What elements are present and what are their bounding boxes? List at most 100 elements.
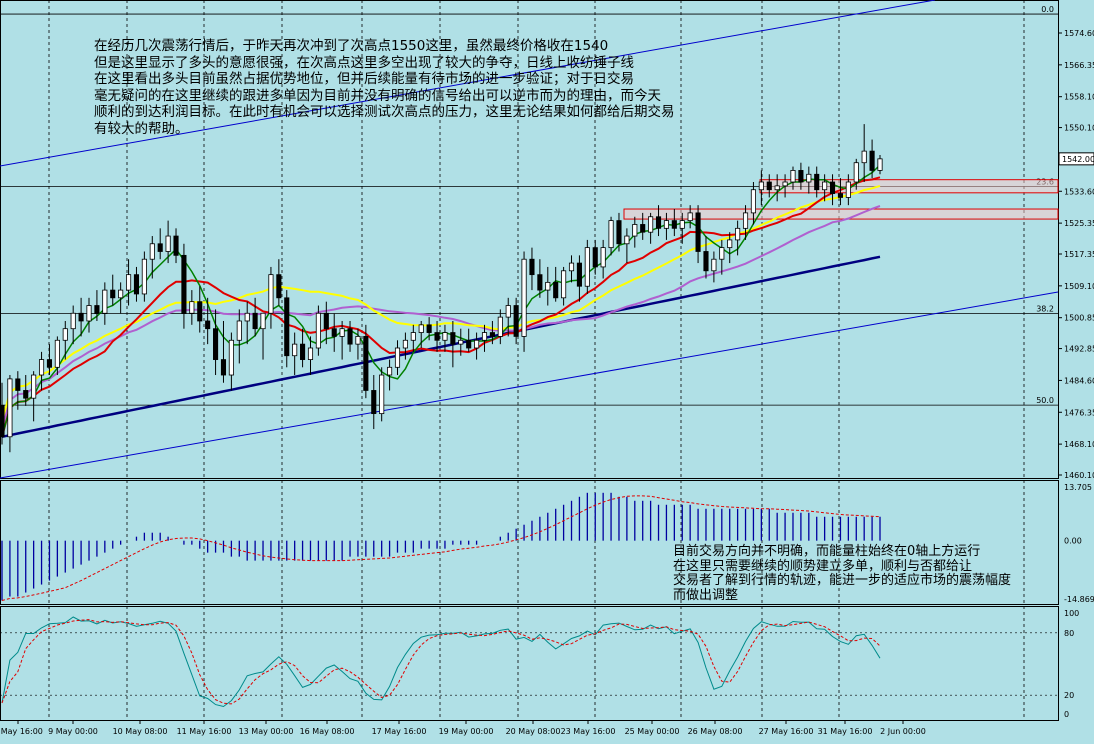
candle-body xyxy=(181,254,187,314)
fibo-level-label: 38.2 xyxy=(1036,305,1054,314)
time-axis-label: 9 May 00:00 xyxy=(48,727,98,736)
candle-body xyxy=(655,216,662,229)
time-axis-label: 26 May 08:00 xyxy=(688,727,743,736)
time-axis-label: 19 May 00:00 xyxy=(439,727,494,736)
time-axis-label: 17 May 16:00 xyxy=(372,727,427,736)
ma-red-line xyxy=(1,176,881,438)
candle-body xyxy=(126,274,132,291)
candle-body xyxy=(31,374,37,399)
candle-body xyxy=(86,305,92,322)
candle-body xyxy=(252,312,258,330)
candle-body xyxy=(474,339,480,349)
candle-body xyxy=(62,328,68,341)
candle-body xyxy=(513,305,519,337)
price-axis-label: 1533.60 xyxy=(1064,187,1094,196)
stoch-axis-top-label: 100 xyxy=(1064,609,1079,618)
candle-body xyxy=(592,247,598,268)
candle-body xyxy=(481,332,488,341)
candle-body xyxy=(355,336,361,345)
price-axis-label: 1574.60 xyxy=(1064,29,1094,38)
ma-yellow-line xyxy=(1,184,881,422)
candle-body xyxy=(387,366,393,376)
price-axis-label: 1492.85 xyxy=(1064,345,1094,354)
candle-body xyxy=(220,359,227,376)
fibo-level-label: 0.0 xyxy=(1041,5,1054,14)
candle-body xyxy=(869,150,875,171)
price-axis-label: 1517.35 xyxy=(1064,250,1094,259)
candle-body xyxy=(38,359,45,376)
macd-axis-bottom-label: -14.869 xyxy=(1064,595,1094,604)
candle-body xyxy=(766,181,772,191)
candle-body xyxy=(213,328,219,360)
price-axis-label: 1500.85 xyxy=(1064,314,1094,323)
candle-body xyxy=(23,390,29,399)
stoch-axis-bottom-label: 0 xyxy=(1064,710,1069,719)
candle-body xyxy=(632,224,638,237)
current-price-label: 1542.00 xyxy=(1062,155,1094,164)
candle-body xyxy=(505,305,511,318)
price-axis-label: 1550.10 xyxy=(1064,124,1094,133)
candle-body xyxy=(197,301,203,322)
candle-body xyxy=(853,162,859,183)
candle-body xyxy=(284,297,290,357)
candle-body xyxy=(236,320,242,341)
price-axis-label: 1476.35 xyxy=(1064,408,1094,417)
resistance-zone xyxy=(623,208,1059,220)
candle-body xyxy=(687,212,693,222)
price-axis-label: 1525.35 xyxy=(1064,219,1094,228)
candle-body xyxy=(7,378,13,438)
time-axis-label: 10 May 08:00 xyxy=(113,727,168,736)
candle-body xyxy=(742,212,749,229)
candle-body xyxy=(663,220,669,229)
stoch-main-line xyxy=(1,616,881,708)
candle-body xyxy=(806,173,812,183)
candle-body xyxy=(861,150,867,164)
candle-body xyxy=(189,301,195,314)
candle-body xyxy=(54,339,60,368)
main-annotation-text: 在经历几次震荡行情后，于昨天再次冲到了次高点1550这里，虽然最终价格收在154… xyxy=(94,38,675,137)
time-axis-label: 23 May 16:00 xyxy=(561,727,616,736)
candle-body xyxy=(679,220,685,229)
candle-body xyxy=(489,332,495,337)
channel-lower-line xyxy=(0,291,1059,479)
macd-annotation-text: 目前交易方向并不明确，而能量柱始终在0轴上方运行 在这里只需要继续的顺势建立多单… xyxy=(673,544,1012,603)
candle-body xyxy=(276,274,282,299)
candle-body xyxy=(782,181,788,187)
candle-body xyxy=(149,243,155,260)
candle-body xyxy=(442,332,448,341)
candle-body xyxy=(608,220,614,249)
candle-body xyxy=(703,251,709,272)
candle-body xyxy=(292,343,298,357)
candle-body xyxy=(814,173,820,191)
resistance-zone xyxy=(759,179,1059,194)
candle-body xyxy=(165,235,171,252)
stoch-signal-line xyxy=(1,619,881,705)
candle-body xyxy=(584,247,590,287)
candle-body xyxy=(624,235,630,245)
candle-body xyxy=(640,224,646,233)
candle-body xyxy=(561,270,567,299)
candle-body xyxy=(331,328,337,337)
candle-body xyxy=(521,258,527,337)
ma-green-line xyxy=(1,164,881,437)
candle-body xyxy=(648,216,654,233)
candle-body xyxy=(774,185,780,191)
candle-body xyxy=(529,258,535,276)
macd-signal-line xyxy=(1,495,881,601)
candle-body xyxy=(394,347,401,368)
candle-body xyxy=(15,378,21,391)
candle-body xyxy=(845,181,851,198)
candle-body xyxy=(790,170,796,183)
candle-body xyxy=(141,258,147,295)
price-axis-label: 1468.10 xyxy=(1064,440,1094,449)
candle-body xyxy=(727,239,733,249)
candle-body xyxy=(46,359,53,368)
candle-body xyxy=(537,274,543,291)
price-axis-label: 1558.10 xyxy=(1064,93,1094,102)
time-axis-label: 11 May 16:00 xyxy=(177,727,232,736)
pane-frame-0 xyxy=(0,0,1059,479)
candle-body xyxy=(379,374,385,415)
candle-body xyxy=(268,274,274,314)
